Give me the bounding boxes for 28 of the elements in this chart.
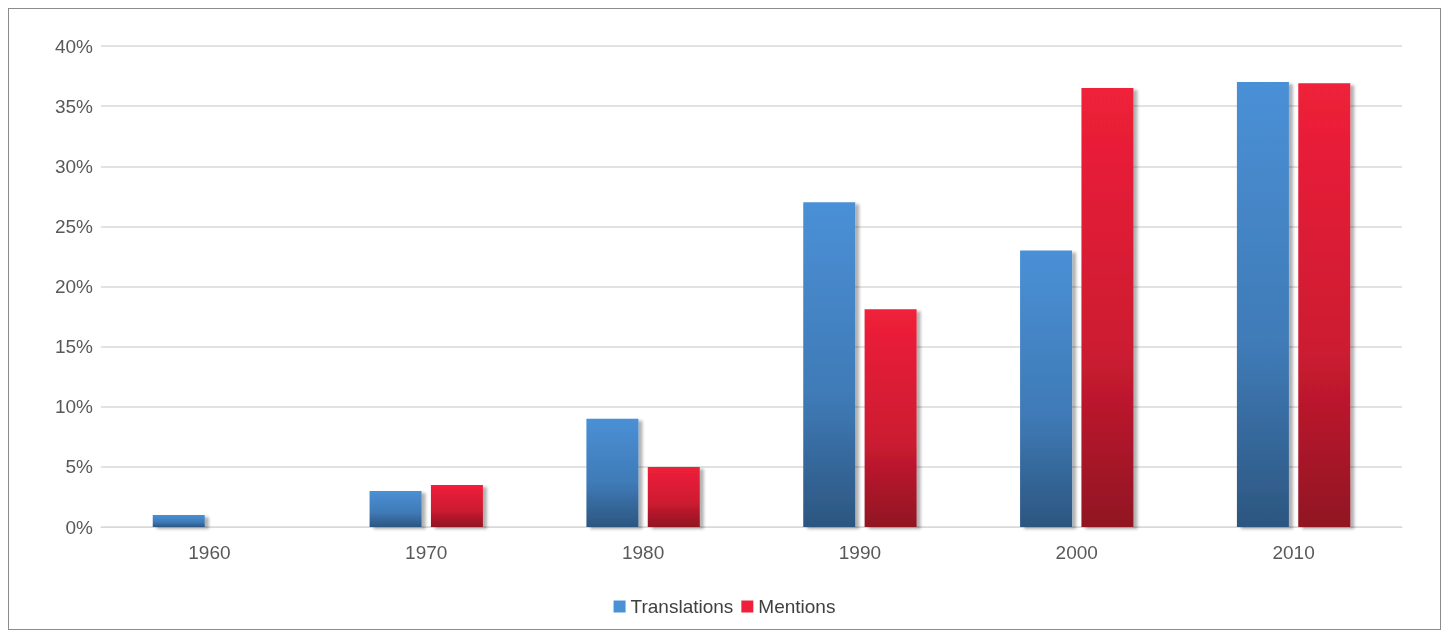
y-tick-label: 30% — [54, 155, 94, 177]
legend-label: Mentions — [758, 596, 836, 617]
bar — [1081, 88, 1134, 527]
y-tick-label: 35% — [54, 95, 94, 117]
bar — [152, 514, 205, 527]
y-tick-label: 25% — [54, 215, 94, 237]
y-tick-label: 0% — [65, 516, 94, 538]
bar — [430, 484, 483, 527]
y-tick-label: 15% — [54, 336, 94, 358]
x-tick-label: 1970 — [405, 542, 448, 563]
x-tick-label: 1990 — [838, 542, 882, 563]
bar — [803, 202, 856, 527]
bar — [1298, 83, 1351, 527]
bar — [1020, 250, 1073, 527]
x-tick-label: 2010 — [1272, 542, 1315, 563]
x-tick-label: 1960 — [188, 542, 231, 563]
bar — [586, 418, 639, 527]
x-tick-label: 1980 — [621, 542, 665, 563]
y-tick-label: 5% — [65, 456, 94, 478]
x-tick-label: 2000 — [1055, 542, 1098, 563]
y-tick-label: 10% — [54, 396, 94, 418]
bar — [1236, 82, 1289, 527]
legend-label: Translations — [630, 596, 734, 617]
bar — [369, 490, 422, 527]
bar — [647, 466, 700, 527]
y-tick-label: 20% — [54, 276, 94, 297]
bar — [864, 309, 917, 527]
y-tick-label: 40% — [54, 35, 94, 57]
